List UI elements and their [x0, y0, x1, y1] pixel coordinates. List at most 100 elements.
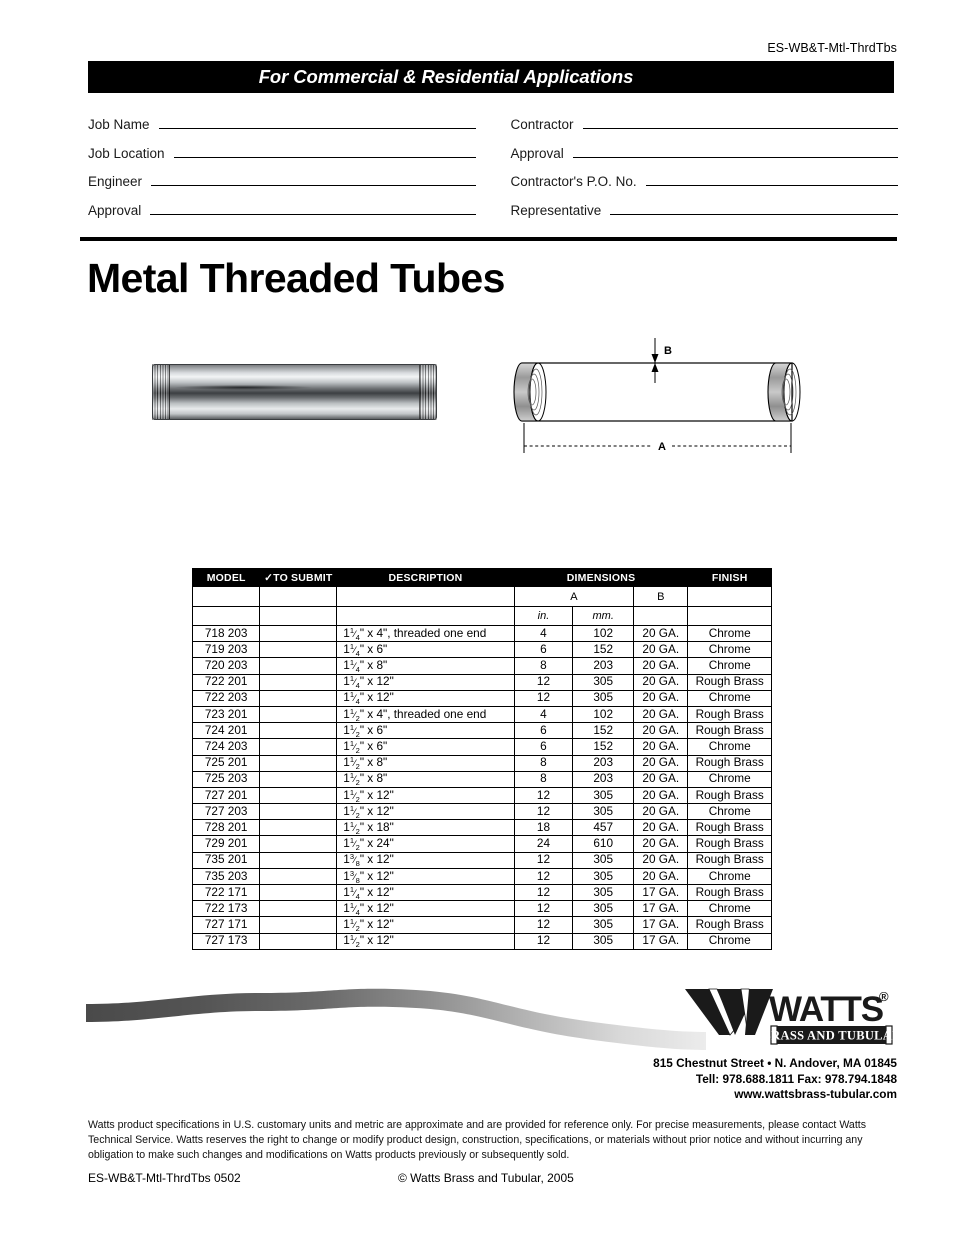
cell-dimension-a-in: 24 [513, 835, 574, 853]
po-number-input[interactable] [645, 171, 898, 186]
cell-dimension-a-mm: 152 [572, 738, 635, 756]
cell-model: 723 201 [191, 705, 261, 724]
cell-dimension-a-in: 12 [513, 916, 574, 934]
address-website[interactable]: www.wattsbrass-tubular.com [734, 1087, 897, 1102]
cell-description: 11⁄2" x 12" [336, 803, 515, 821]
decorative-swoosh [86, 988, 706, 1058]
cell-finish: Chrome [687, 932, 772, 950]
submit-checkbox-cell[interactable] [259, 867, 338, 886]
cell-finish: Rough Brass [687, 786, 772, 805]
submit-checkbox-cell[interactable] [259, 738, 338, 756]
cell-model: 724 203 [191, 738, 261, 756]
submit-checkbox-cell[interactable] [259, 819, 338, 837]
submit-checkbox-cell[interactable] [259, 932, 338, 950]
cell-dimension-a-in: 18 [513, 819, 574, 837]
cell-model: 722 171 [191, 883, 261, 902]
logo-wordmark: WATTS [769, 990, 883, 1029]
cell-description: 11⁄2" x 8" [336, 754, 515, 772]
cell-dimension-a-mm: 152 [572, 722, 635, 740]
submit-checkbox-cell[interactable] [259, 657, 338, 675]
form-field-po-number: Contractor's P.O. No. [511, 171, 898, 189]
submit-checkbox-cell[interactable] [259, 624, 338, 643]
disclaimer-text: Watts product specifications in U.S. cus… [88, 1119, 867, 1162]
cell-description: 11⁄2" x 12" [336, 786, 515, 805]
dimension-diagram: B A [512, 336, 812, 458]
col-header-finish: FINISH [687, 568, 772, 587]
table-row: 724 201 11⁄2" x 6" 6 152 20 GA. Rough Brass [191, 722, 772, 740]
tube-body [152, 364, 437, 420]
cell-model: 735 201 [191, 851, 261, 869]
submit-checkbox-cell[interactable] [259, 803, 338, 821]
form-label: Engineer [88, 174, 143, 189]
submit-checkbox-cell[interactable] [259, 673, 338, 691]
cell-dimension-a-mm: 305 [572, 932, 635, 950]
form-field-job-name: Job Name [88, 114, 511, 132]
submit-checkbox-cell[interactable] [259, 770, 338, 788]
cell-dimension-b: 20 GA. [633, 722, 689, 740]
subheader-finish-blank [687, 586, 772, 607]
cell-dimension-a-mm: 305 [572, 867, 635, 886]
table-row: 727 171 11⁄2" x 12" 12 305 17 GA. Rough Brass [191, 916, 772, 934]
job-name-input[interactable] [158, 114, 476, 129]
cell-description: 11⁄2" x 12" [336, 916, 515, 934]
units-finish-blank [687, 606, 772, 626]
cell-dimension-b: 20 GA. [633, 819, 689, 837]
cell-dimension-b: 20 GA. [633, 786, 689, 805]
table-row: 725 201 11⁄2" x 8" 8 203 20 GA. Rough Brass [191, 754, 772, 772]
col-header-model: MODEL [191, 568, 261, 587]
cell-dimension-a-in: 12 [513, 883, 574, 902]
cell-dimension-a-mm: 305 [572, 803, 635, 821]
cell-description: 11⁄4" x 4", threaded one end [336, 624, 515, 643]
form-label: Approval [88, 202, 142, 218]
footer-doc-code: ES-WB&T-Mtl-ThrdTbs 0502 [88, 1171, 241, 1185]
cell-model: 727 201 [191, 786, 261, 805]
submit-checkbox-cell[interactable] [259, 754, 338, 772]
cell-dimension-b: 20 GA. [633, 835, 689, 853]
submit-checkbox-cell[interactable] [259, 786, 338, 805]
form-row: Job Name Contractor [88, 114, 898, 143]
cell-dimension-a-mm: 102 [572, 624, 635, 643]
submit-checkbox-cell[interactable] [259, 722, 338, 740]
table-row: 729 201 11⁄2" x 24" 24 610 20 GA. Rough Brass [191, 835, 772, 853]
cell-dimension-a-in: 8 [513, 754, 574, 772]
submit-checkbox-cell[interactable] [259, 641, 338, 659]
approval-left-input[interactable] [150, 200, 476, 215]
cell-dimension-b: 17 GA. [633, 900, 689, 918]
cell-finish: Chrome [687, 624, 772, 643]
cell-dimension-a-in: 12 [513, 689, 574, 707]
table-row: 722 201 11⁄4" x 12" 12 305 20 GA. Rough Brass [191, 673, 772, 691]
approval-right-input[interactable] [572, 143, 898, 158]
submit-checkbox-cell[interactable] [259, 705, 338, 724]
col-header-description: DESCRIPTION [336, 568, 515, 587]
watts-logo: WATTS ® BRASS AND TUBULAR [683, 987, 902, 1049]
cell-description: 11⁄4" x 12" [336, 883, 515, 902]
cell-description: 11⁄2" x 24" [336, 835, 515, 853]
submit-checkbox-cell[interactable] [259, 835, 338, 853]
cell-model: 720 203 [191, 657, 261, 675]
units-b-blank [633, 606, 689, 626]
submit-checkbox-cell[interactable] [259, 851, 338, 869]
table-row: 727 203 11⁄2" x 12" 12 305 20 GA. Chrome [191, 803, 772, 821]
form-field-approval-left: Approval [88, 200, 511, 218]
table-body: 718 203 11⁄4" x 4", threaded one end 4 102 2… [191, 624, 772, 950]
submit-checkbox-cell[interactable] [259, 916, 338, 934]
col-header-to-submit: ✓TO SUBMIT [259, 568, 338, 587]
cell-description: 11⁄4" x 12" [336, 673, 515, 691]
cell-dimension-b: 20 GA. [633, 738, 689, 756]
engineer-input[interactable] [151, 171, 476, 186]
representative-input[interactable] [610, 200, 898, 215]
form-label: Approval [510, 145, 564, 161]
diagram-label-a: A [658, 441, 666, 453]
submit-checkbox-cell[interactable] [259, 883, 338, 902]
submit-checkbox-cell[interactable] [259, 689, 338, 707]
table-row: 720 203 11⁄4" x 8" 8 203 20 GA. Chrome [191, 657, 772, 675]
cell-dimension-a-in: 12 [513, 900, 574, 918]
cell-finish: Rough Brass [687, 722, 772, 740]
cell-description: 13⁄8" x 12" [336, 867, 515, 886]
contractor-input[interactable] [582, 114, 898, 129]
page-title: Metal Threaded Tubes [87, 255, 505, 301]
job-location-input[interactable] [173, 143, 476, 158]
submittal-form: Job Name Contractor Job Location Approva… [88, 114, 898, 228]
submit-checkbox-cell[interactable] [259, 900, 338, 918]
tube-threaded-end-left [152, 364, 170, 420]
